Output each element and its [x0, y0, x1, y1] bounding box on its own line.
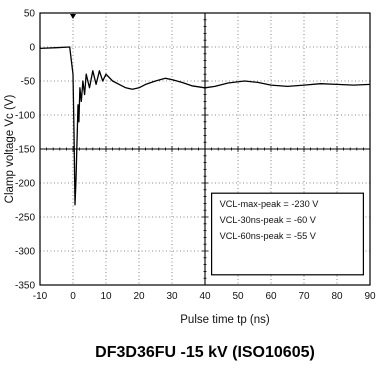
y-tick-label: -250	[15, 213, 35, 224]
series-line	[39, 46, 371, 206]
y-tick-label: 50	[24, 9, 36, 20]
center-axes	[39, 12, 371, 286]
y-tick-label: 0	[29, 43, 35, 54]
annotation-line: VCL-30ns-peak = -60 V	[220, 215, 317, 225]
x-tick-label: 80	[331, 291, 343, 302]
x-tick-label: 10	[100, 291, 112, 302]
y-tick-label: -150	[15, 145, 35, 156]
annotation-frame	[211, 192, 365, 276]
y-tick-label: -200	[15, 179, 35, 190]
x-tick-label: 30	[166, 291, 178, 302]
x-tick-label: 50	[232, 291, 244, 302]
series-group	[39, 46, 371, 206]
y-tick-label: -100	[15, 111, 35, 122]
trigger-marker	[70, 14, 76, 19]
axis-ticks: -10 0 10 20 30 40 50 60 70 80 90500-50-100-150-200…	[15, 9, 376, 303]
trigger-marker-triangle	[70, 14, 76, 19]
x-tick-label: 70	[298, 291, 310, 302]
y-tick-label: -350	[15, 281, 35, 292]
x-tick-label: 90	[364, 291, 376, 302]
y-tick-label: -300	[15, 247, 35, 258]
x-tick-label: 20	[133, 291, 145, 302]
y-tick-label: -50	[21, 77, 36, 88]
annotation-box: VCL-max-peak = -230 V VCL-30ns-peak = -60…	[211, 192, 365, 276]
x-tick-label: 40	[199, 291, 211, 302]
y-axis-label: Clamp voltage Vc (V)	[4, 95, 16, 204]
annotation-line: VCL-60ns-peak = -55 V	[220, 231, 317, 241]
x-axis-label: Pulse time tp (ns)	[180, 314, 270, 326]
annotation-line: VCL-max-peak = -230 V	[220, 199, 320, 209]
x-tick-label: -10	[33, 291, 48, 302]
x-tick-label: 0	[70, 291, 76, 302]
figure-caption: DF3D36FU -15 kV (ISO10605)	[95, 344, 315, 361]
x-tick-label: 60	[265, 291, 277, 302]
